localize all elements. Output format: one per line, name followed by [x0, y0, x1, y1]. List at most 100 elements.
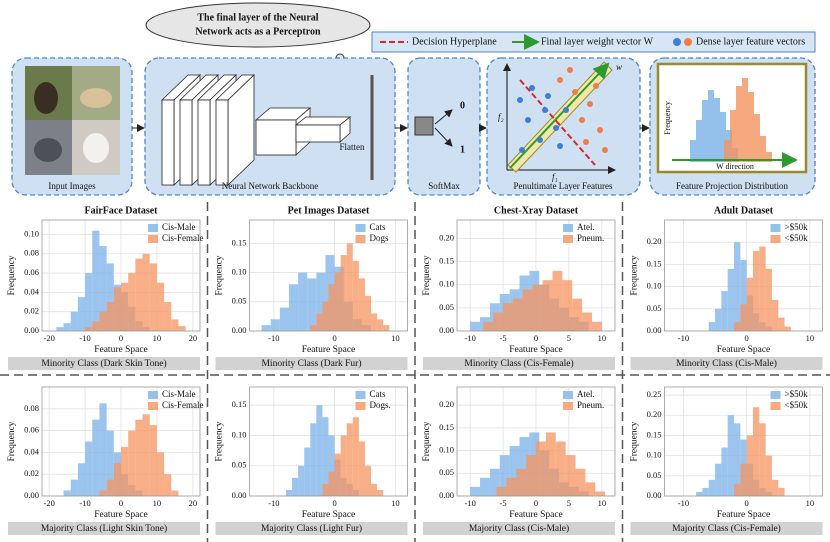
histogram-bar [149, 263, 157, 331]
caption-box [423, 357, 615, 370]
caption: Majority Class (Light Skin Tone) [41, 523, 167, 534]
x-tick-label: 0 [119, 498, 123, 508]
histogram-bar [532, 284, 543, 331]
y-tick-label: 0.00 [647, 325, 662, 335]
histogram-bar [708, 479, 716, 496]
y-axis-label: Frequency [422, 421, 432, 461]
histogram-bar [322, 417, 329, 496]
projection-stage: Frequency W direction Feature Projection… [649, 57, 816, 196]
x-tick-label: 0 [119, 333, 123, 343]
histogram-bar [721, 291, 728, 331]
histogram-bar [56, 327, 64, 331]
stage-label: SoftMax [428, 181, 460, 191]
histogram-bar [499, 455, 510, 496]
histogram-bar [135, 419, 143, 496]
plot-frame [456, 386, 616, 497]
histogram-bar [340, 435, 347, 496]
histogram-bar [575, 468, 586, 496]
caption: Minority Class (Cis-Female) [464, 358, 573, 369]
stage-label: Penultimate Layer Features [514, 181, 613, 191]
legend-label: Atel. [577, 389, 595, 399]
histogram-bar [340, 255, 347, 331]
histogram-bar [585, 482, 596, 496]
histogram-bar [562, 280, 573, 331]
y-tick-label: 0.15 [439, 422, 454, 432]
histogram-bar [364, 465, 372, 496]
y-tick-label: 0.00 [24, 490, 39, 500]
histogram-bar [106, 302, 114, 331]
histogram-bar [316, 313, 323, 331]
histogram-bar [328, 435, 335, 496]
caption-box [423, 522, 615, 535]
y-tick-label: 0.10 [24, 228, 39, 238]
penultimate-stage: f₁ f₂ w Penultimate Layer Features [486, 57, 641, 196]
histogram-bar [470, 321, 481, 331]
histogram-bar [270, 319, 280, 331]
chart-title: FairFace Dataset [84, 205, 158, 216]
y-tick-label: 0.20 [439, 399, 454, 409]
legend-label: Pneum. [577, 233, 604, 243]
histogram-bar [113, 463, 121, 496]
histogram-bar [765, 268, 772, 331]
histogram-chart: 0.00 0.05 0.10 0.15 0.20 0.25 -10 0 10 >$50k<$50k… [630, 386, 823, 535]
histogram-bar [316, 272, 326, 331]
plot-frame [249, 219, 408, 332]
histogram-bar [542, 280, 553, 331]
y-tick-label: 0.00 [439, 325, 454, 335]
histogram-bar [156, 452, 165, 496]
legend-label: <$50k [785, 233, 809, 243]
legend-label: Cis-Female [162, 400, 204, 410]
histogram-chart: Adult Dataset 0.00 0.05 0.10 0.15 0.20 -10 0 10 >… [630, 205, 823, 370]
legend-swatch [563, 235, 573, 243]
plot-frame [41, 386, 201, 497]
x-tick-label: 5 [567, 333, 571, 343]
chart-title: Chest-Xray Dataset [494, 205, 579, 216]
histogram-bar [778, 317, 785, 331]
x-tick-label: 0 [332, 498, 336, 508]
legend-swatch [563, 402, 573, 410]
separators [0, 202, 830, 542]
histogram-bar [63, 323, 71, 331]
y-axis-label: Frequency [422, 255, 432, 295]
caption-box [630, 357, 823, 370]
histogram-chart: 0.00 0.02 0.04 0.06 0.08 -20 -10 0 10 20 Cis-MaleC… [7, 386, 204, 535]
axis-label: w [616, 62, 622, 72]
caption: Majority Class (Light Fur) [261, 523, 362, 534]
histogram-bar [178, 326, 186, 331]
histogram-bar [70, 479, 78, 496]
x-axis-label: Feature Space [509, 510, 563, 520]
histogram-bar [164, 302, 172, 331]
y-tick-label: 0.15 [647, 429, 662, 439]
histogram-bar [506, 477, 517, 496]
histogram-bar [289, 284, 299, 331]
histogram-bar [552, 270, 563, 331]
histogram-bar [328, 284, 335, 331]
histogram-bar [149, 425, 157, 496]
y-tick-label: 0.10 [647, 281, 662, 291]
legend-swatch [770, 402, 781, 410]
x-tick-label: -10 [464, 333, 475, 343]
histogram-bar [746, 277, 753, 331]
histogram-bar [371, 483, 378, 496]
caption: Minority Class (Dark Fur) [261, 358, 361, 369]
histogram-bar [156, 282, 165, 331]
legend-label: Cis-Female [162, 233, 204, 243]
histogram-bar [702, 487, 709, 496]
cloud-text: Network acts as a Perceptron [195, 26, 321, 37]
histogram-bar [572, 298, 583, 331]
legend-swatch [355, 391, 366, 399]
diagram-legend: Decision Hyperplane Final layer weight v… [371, 31, 816, 53]
histogram-bar [164, 474, 172, 496]
histogram-bar [346, 243, 353, 331]
y-tick-label: 0.00 [232, 490, 247, 500]
histogram-bar [377, 319, 384, 331]
x-tick-label: 0 [745, 333, 749, 343]
x-tick-label: -20 [44, 498, 55, 508]
y-tick-label: 0.05 [647, 303, 662, 313]
x-axis-label: Feature Space [94, 510, 148, 520]
histogram-bar [727, 268, 735, 331]
y-axis-label: Frequency [7, 255, 17, 295]
x-tick-label: 10 [598, 498, 607, 508]
histogram-bar [298, 272, 308, 331]
histogram-bar [740, 463, 747, 496]
